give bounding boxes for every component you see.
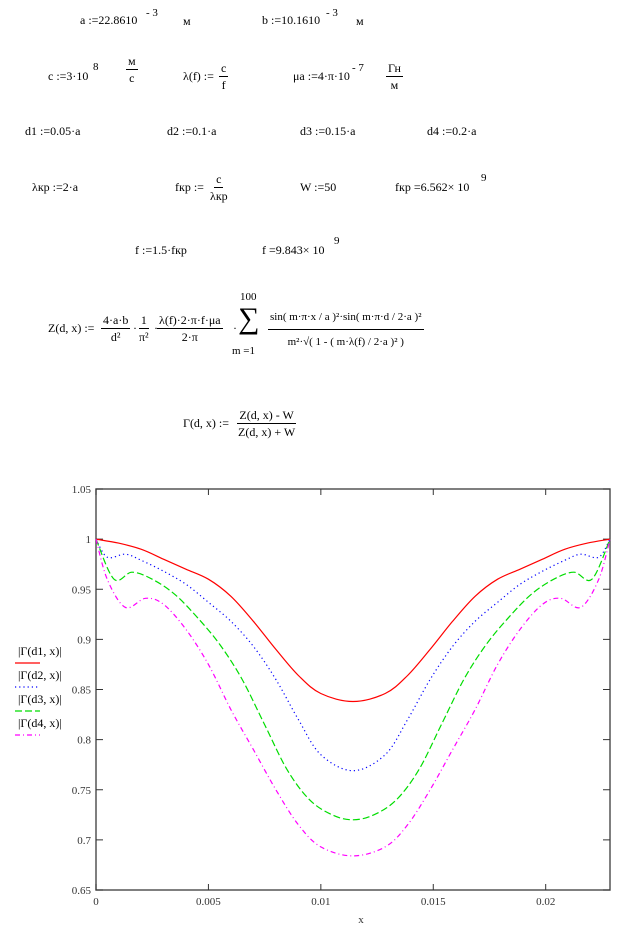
series-line-d4 bbox=[95, 538, 611, 857]
c-unit-den: с bbox=[129, 71, 135, 85]
z-fraction-2: 1 π² bbox=[137, 313, 151, 344]
x-axis-label: x bbox=[358, 914, 364, 926]
y-tick-label: 0.95 bbox=[72, 584, 92, 596]
x-tick-label: 0.015 bbox=[421, 896, 446, 908]
z-fraction-1: 4·a·b d² bbox=[101, 313, 131, 344]
series-line-d2 bbox=[95, 538, 611, 772]
d4-definition[interactable]: d4 :=0.2·a bbox=[427, 124, 477, 138]
z-f1-den: d² bbox=[110, 330, 121, 344]
z-f2-num: 1 bbox=[138, 313, 149, 329]
mu-exponent: - 7 bbox=[352, 62, 364, 74]
legend-label-d4: |Γ(d4, x)| bbox=[18, 716, 62, 730]
x-tick-label: 0 bbox=[93, 896, 99, 908]
y-tick-label: 1.05 bbox=[72, 484, 92, 496]
fkr-result: fкр =6.562× 10 bbox=[395, 180, 470, 194]
c-unit-fraction: м с bbox=[126, 54, 138, 85]
sum-upper: 100 bbox=[240, 291, 257, 303]
b-exponent: - 3 bbox=[326, 7, 338, 19]
sum-lower: m =1 bbox=[232, 345, 256, 357]
mu-unit-num: Гн bbox=[386, 61, 403, 77]
a-exponent: - 3 bbox=[146, 7, 158, 19]
lambda-den: f bbox=[221, 78, 226, 92]
z-dot-2: · bbox=[154, 321, 158, 335]
z-f3-den: 2·π bbox=[181, 330, 198, 344]
f-definition[interactable]: f :=1.5·fкр bbox=[135, 243, 187, 257]
z-lhs: Z(d, x) := bbox=[48, 321, 95, 335]
fkr-result-exponent: 9 bbox=[481, 172, 487, 184]
y-tick-label: 0.9 bbox=[77, 634, 91, 646]
fkr-definition[interactable]: fкр := bbox=[175, 180, 204, 194]
legend-label-d3: |Γ(d3, x)| bbox=[18, 692, 62, 706]
z-f1-num: 4·a·b bbox=[101, 313, 131, 329]
gamma-num: Z(d, x) - W bbox=[237, 408, 296, 424]
gamma-den: Z(d, x) + W bbox=[238, 425, 296, 439]
sum-icon: ∑ bbox=[238, 302, 260, 335]
series-line-d3 bbox=[95, 538, 611, 821]
z-f2-den: π² bbox=[139, 330, 149, 344]
z-f3-num: λ(f)·2·π·f·μa bbox=[157, 313, 223, 329]
y-tick-label: 0.65 bbox=[72, 885, 92, 897]
z-big-fraction: sin( m·π·x / a )²·sin( m·π·d / 2·a )² m²… bbox=[268, 310, 424, 349]
x-tick-label: 0.01 bbox=[311, 896, 330, 908]
a-unit: м bbox=[183, 14, 191, 28]
f-result-exponent: 9 bbox=[334, 235, 340, 247]
y-tick-label: 0.85 bbox=[72, 685, 92, 697]
legend-label-d1: |Γ(d1, x)| bbox=[18, 644, 62, 658]
a-definition[interactable]: a :=22.8610 bbox=[80, 13, 138, 27]
mu-unit-den: м bbox=[390, 78, 399, 92]
fkr-den: λкр bbox=[210, 189, 228, 203]
z-dot-3: · bbox=[233, 321, 237, 335]
d2-definition[interactable]: d2 :=0.1·a bbox=[167, 124, 217, 138]
f-result: f =9.843× 10 bbox=[262, 243, 325, 257]
lambda-num: c bbox=[219, 61, 229, 77]
lambda-definition[interactable]: λ(f) := bbox=[183, 69, 214, 83]
legend-label-d2: |Γ(d2, x)| bbox=[18, 668, 62, 682]
series-line-d1 bbox=[95, 538, 611, 703]
c-unit-num: м bbox=[126, 54, 138, 70]
fkr-fraction: c λкр bbox=[208, 172, 230, 203]
y-tick-label: 0.75 bbox=[72, 785, 92, 797]
b-definition[interactable]: b :=10.1610 bbox=[262, 13, 321, 27]
z-big-num: sin( m·π·x / a )²·sin( m·π·d / 2·a )² bbox=[268, 310, 424, 330]
d3-definition[interactable]: d3 :=0.15·a bbox=[300, 124, 356, 138]
y-tick-label: 0.7 bbox=[77, 835, 91, 847]
mu-definition[interactable]: μa :=4·π·10 bbox=[293, 69, 350, 83]
gamma-fraction: Z(d, x) - W Z(d, x) + W bbox=[236, 408, 297, 439]
z-dot-1: · bbox=[133, 321, 137, 335]
gamma-lhs: Γ(d, x) := bbox=[183, 416, 230, 430]
lambda-fraction: c f bbox=[219, 61, 229, 92]
lkr-definition[interactable]: λкр :=2·a bbox=[32, 180, 79, 194]
x-tick-label: 0.005 bbox=[196, 896, 221, 908]
x-tick-label: 0.02 bbox=[536, 896, 555, 908]
c-exponent: 8 bbox=[93, 61, 99, 73]
w-definition[interactable]: W :=50 bbox=[300, 180, 337, 194]
z-fraction-3: λ(f)·2·π·f·μa 2·π bbox=[157, 313, 223, 344]
c-definition[interactable]: c :=3·10 bbox=[48, 69, 89, 83]
plot-frame bbox=[95, 488, 611, 891]
mu-unit-fraction: Гн м bbox=[386, 61, 403, 92]
y-tick-label: 1 bbox=[86, 534, 92, 546]
fkr-num: c bbox=[214, 172, 224, 188]
z-big-den: m²·√( 1 - ( m·λ(f) / 2·a )² ) bbox=[287, 336, 404, 348]
y-tick-label: 0.8 bbox=[77, 735, 91, 747]
b-unit: м bbox=[356, 14, 364, 28]
d1-definition[interactable]: d1 :=0.05·a bbox=[25, 124, 81, 138]
